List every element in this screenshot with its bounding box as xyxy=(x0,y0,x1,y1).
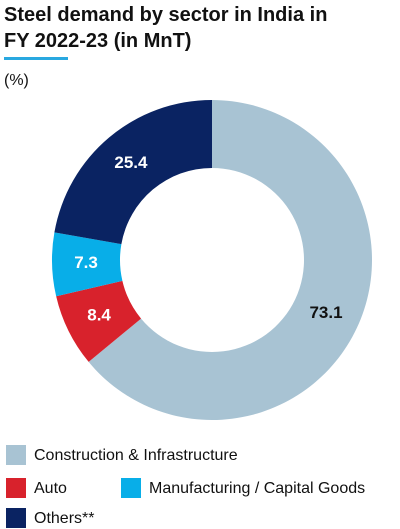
legend-label: Manufacturing / Capital Goods xyxy=(149,480,365,497)
donut-slice xyxy=(54,100,212,245)
legend-swatch xyxy=(6,445,26,465)
unit-label: (%) xyxy=(4,72,29,89)
legend-swatch xyxy=(6,478,26,498)
donut-slice xyxy=(51,232,123,297)
donut-slice xyxy=(56,280,142,362)
legend-label: Construction & Infrastructure xyxy=(34,447,238,464)
donut-slice xyxy=(88,100,373,420)
legend-label: Others** xyxy=(34,510,94,527)
data-label: 73.1 xyxy=(309,303,342,322)
title-rule xyxy=(4,57,68,60)
data-label: 8.4 xyxy=(87,305,111,324)
data-label: 25.4 xyxy=(114,153,148,172)
chart-title: Steel demand by sector in India in FY 20… xyxy=(4,4,328,52)
data-label: 7.3 xyxy=(74,253,98,272)
legend-swatch xyxy=(121,478,141,498)
legend-swatch xyxy=(6,508,26,528)
legend-label: Auto xyxy=(34,480,67,497)
